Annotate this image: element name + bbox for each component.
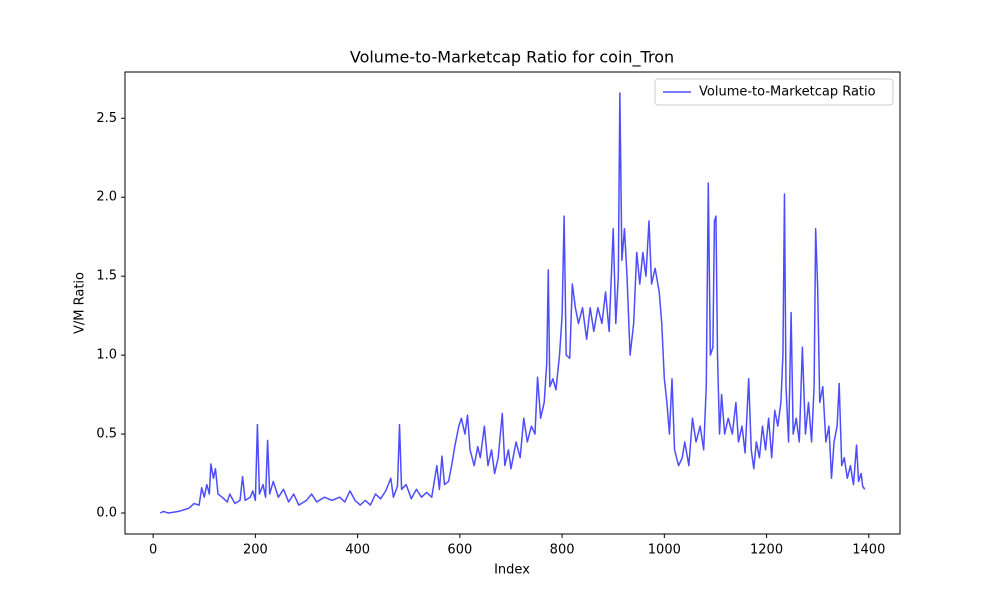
legend-label: Volume-to-Marketcap Ratio [699,85,876,100]
axes-frame [124,71,901,535]
x-axis-label: Index [494,563,530,578]
y-tick-label: 1.5 [96,269,117,284]
y-tick-label: 1.0 [96,348,117,363]
y-tick-label: 2.0 [96,190,117,205]
x-tick-label: 1400 [852,543,885,558]
x-tick-label: 400 [345,543,370,558]
x-tick-label: 1200 [750,543,783,558]
x-tick-label: 200 [243,543,268,558]
y-tick-label: 0.5 [96,427,117,442]
y-axis-label: V/M Ratio [73,272,88,334]
y-tick-label: 2.5 [96,111,117,126]
data-line [159,92,866,514]
x-tick-label: 600 [447,543,472,558]
x-tick-label: 800 [550,543,575,558]
x-tick-label: 0 [149,543,157,558]
chart-title: Volume-to-Marketcap Ratio for coin_Tron [350,48,674,68]
y-tick-label: 0.0 [96,506,117,521]
x-tick-label: 1000 [648,543,681,558]
legend-box [654,78,894,106]
